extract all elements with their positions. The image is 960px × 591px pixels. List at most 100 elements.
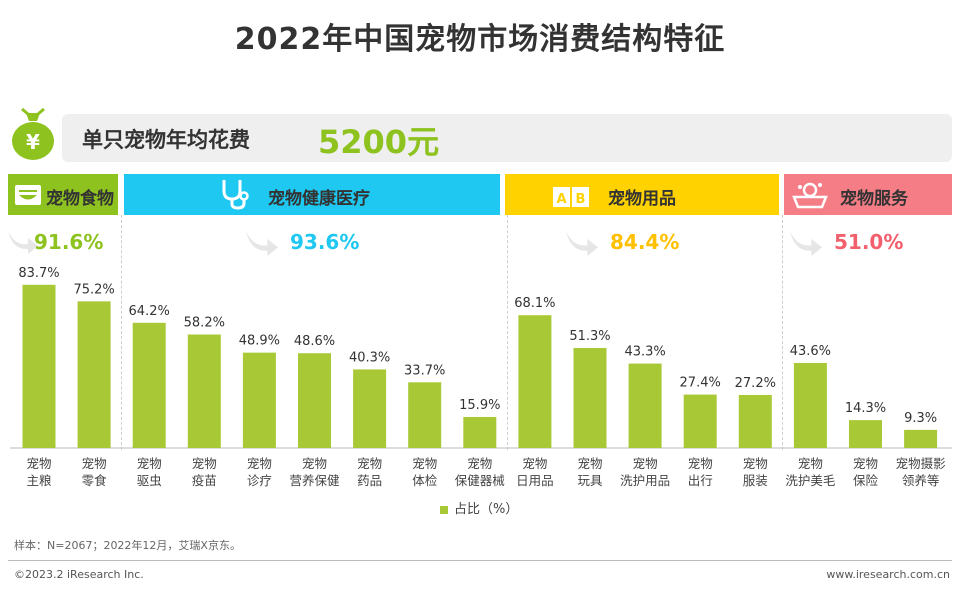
x-tick-label: 诊疗 [247,473,272,488]
group-divider [782,215,783,450]
x-tick-label: 宠物 [688,456,713,471]
chart-title: 2022年中国宠物市场消费结构特征 [234,22,726,57]
svg-text:¥: ¥ [26,130,40,154]
bar-value-label: 43.6% [790,344,831,359]
x-tick-label: 宠物 [302,456,327,471]
x-tick-label: 领养等 [902,473,940,488]
average-spend-label: 单只宠物年均花费 [82,128,250,152]
x-tick-label: 驱虫 [137,473,162,488]
x-tick-label: 药品 [357,473,382,488]
bar-value-label: 43.3% [624,345,665,360]
x-tick-label: 宠物 [577,456,602,471]
bar-value-label: 33.7% [404,363,445,378]
x-tick-label: 宠物 [853,456,878,471]
x-tick-label: 洗护美毛 [785,473,836,488]
bar-value-label: 51.3% [569,329,610,344]
category-label-health: 宠物健康医疗 [268,189,370,209]
x-tick-label: 体检 [412,473,438,488]
x-tick-label: 宠物 [522,456,547,471]
category-banner-food: 宠物食物 [8,174,118,215]
bar [573,347,607,448]
bar [849,420,882,448]
x-tick-label: 疫苗 [192,473,217,488]
x-tick-label: 宠物 [633,456,658,471]
bar-value-label: 15.9% [459,398,500,413]
bar-value-label: 40.3% [349,350,390,365]
x-tick-label: 宠物 [357,456,382,471]
stethoscope-icon [222,180,249,210]
money-bag-icon: ¥ [12,107,54,160]
bar [77,301,111,448]
copyright-text: ©2023.2 iResearch Inc. [14,568,144,581]
legend-swatch [440,505,448,514]
category-total-supplies: 84.4% [562,226,702,256]
bar [463,416,497,448]
source-note: 样本：N=2067；2022年12月，艾瑞X京东。 [14,539,241,552]
bar [683,394,717,448]
bar-value-label: 27.4% [680,376,721,391]
bar [793,362,827,448]
category-label-supplies: 宠物用品 [608,189,676,209]
x-tick-label: 主粮 [26,473,52,488]
curved-arrow-icon [789,230,823,256]
average-spend-value: 5200元 [318,123,440,161]
bar-value-label: 75.2% [73,282,114,297]
category-total-services: 51.0% [786,226,926,256]
x-tick-label: 出行 [688,473,713,488]
bar [22,284,56,448]
bar-value-label: 14.3% [845,401,886,416]
category-label-food: 宠物食物 [46,189,114,209]
x-tick-label: 宠物 [26,456,51,471]
website-link[interactable]: www.iresearch.com.cn [826,568,950,581]
bar [904,429,938,448]
curved-arrow-icon [565,230,599,256]
bar [518,315,552,448]
x-tick-label: 宠物 [743,456,768,471]
pet-bath-icon [792,182,828,209]
x-tick-label: 宠物 [247,456,272,471]
x-tick-label: 宠物 [412,456,437,471]
x-tick-label: 日用品 [516,473,554,488]
bar [132,322,166,448]
x-tick-label: 保健器械 [455,473,506,488]
footer-divider [8,560,952,561]
category-banner-supplies: A B 宠物用品 [505,174,779,215]
x-tick-label: 宠物摄影 [896,456,947,471]
category-total-food: 91.6% [6,226,116,256]
category-label-services: 宠物服务 [840,189,908,209]
svg-text:A: A [556,192,566,207]
group-divider [507,215,508,450]
svg-text:B: B [576,192,586,207]
x-tick-label: 洗护用品 [620,473,670,488]
toy-blocks-icon: A B [553,187,589,207]
bar [242,352,276,448]
category-total-health: 93.6% [242,226,382,256]
bar [408,382,442,448]
x-tick-label: 保险 [853,473,879,488]
category-banner-services: 宠物服务 [784,174,952,215]
category-total-value: 93.6% [290,230,360,254]
chart-legend: 占比（%） [440,498,518,517]
x-tick-label: 营养保健 [289,473,340,488]
x-tick-label: 宠物 [467,456,492,471]
food-bowl-icon [15,185,41,205]
bar-value-label: 58.2% [184,316,225,331]
curved-arrow-icon [245,230,279,256]
x-tick-label: 宠物 [798,456,823,471]
x-tick-label: 服装 [743,473,768,488]
bar-value-label: 9.3% [904,411,937,426]
x-tick-label: 零食 [82,473,108,488]
x-tick-label: 宠物 [192,456,217,471]
legend-label: 占比（%） [454,502,519,517]
bar [738,394,772,448]
bar-value-label: 64.2% [129,304,170,319]
bar-value-label: 48.6% [294,334,335,349]
x-tick-label: 玩具 [577,473,603,488]
x-tick-label: 宠物 [137,456,162,471]
category-total-value: 51.0% [834,230,904,254]
category-banner-health: 宠物健康医疗 [124,174,500,215]
curved-arrow-icon [8,230,38,254]
category-total-value: 91.6% [34,230,104,254]
x-tick-label: 宠物 [82,456,107,471]
